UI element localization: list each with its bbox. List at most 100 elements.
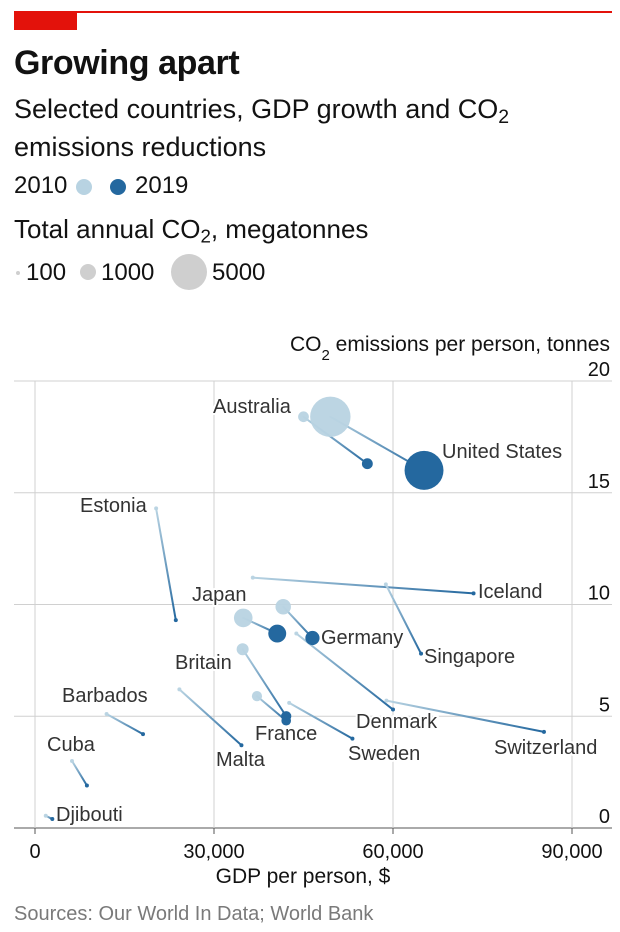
country-label-halo: Britain — [175, 652, 232, 674]
point-2019 — [281, 715, 292, 726]
scatter-chart: 0 5 10 15 20 0 30,000 60,000 90,000 CO2 emissions… — [14, 333, 612, 888]
size-dot-small — [16, 271, 20, 275]
country-label: France — [255, 723, 317, 745]
country-label-halo: Djibouti — [56, 804, 123, 826]
brand-tag — [14, 11, 77, 30]
country-label: Denmark — [356, 711, 438, 733]
size-dot-large — [171, 254, 207, 290]
point-2019 — [173, 618, 178, 623]
country-label: Switzerland — [494, 737, 597, 759]
country-label: Singapore — [424, 646, 515, 668]
x-tick-label: 30,000 — [183, 841, 244, 863]
size-title-suffix: , megatonnes — [210, 214, 369, 244]
y-tick-label: 10 — [588, 583, 610, 605]
point-2010 — [250, 575, 255, 580]
connector-line — [295, 632, 394, 711]
point-2010 — [384, 698, 389, 703]
country-label-halo: Iceland — [478, 581, 543, 603]
country-label-halo: Malta — [216, 749, 266, 771]
connector-line — [105, 713, 144, 736]
size-title-subscript: 2 — [200, 225, 211, 247]
connector-line — [384, 583, 423, 655]
source-note: Sources: Our World In Data; World Bank — [14, 903, 374, 925]
country-label-halo: Cuba — [47, 734, 96, 756]
connector-line — [70, 759, 88, 787]
point-2010 — [275, 598, 291, 615]
subtitle-subscript: 2 — [498, 105, 510, 128]
point-2010 — [177, 687, 182, 692]
size-legend: 100 1000 5000 — [14, 254, 314, 298]
country-label-halo: France — [255, 723, 317, 745]
top-rule — [14, 11, 612, 13]
connector-line — [385, 699, 545, 733]
country-label: Britain — [175, 652, 232, 674]
point-2010 — [104, 712, 109, 717]
country-label-halo: Switzerland — [494, 737, 597, 759]
point-2019 — [404, 450, 444, 490]
x-tick-label: 60,000 — [362, 841, 423, 863]
x-tick-label: 90,000 — [541, 841, 602, 863]
connector-line — [155, 507, 177, 622]
point-2010 — [69, 758, 74, 763]
chart-subtitle: Selected countries, GDP growth and CO2 em… — [14, 90, 594, 166]
size-legend-title: Total annual CO2, megatonnes — [14, 214, 369, 247]
country-label-halo: Sweden — [348, 743, 420, 765]
point-2019 — [50, 817, 55, 822]
point-2010 — [236, 643, 249, 656]
point-2010 — [287, 700, 292, 705]
point-2019 — [419, 651, 424, 656]
connector-line — [251, 576, 475, 595]
size-dot-medium — [80, 264, 96, 280]
point-2019 — [140, 732, 145, 737]
country-label-halo: Germany — [321, 627, 403, 649]
country-label: Japan — [192, 584, 247, 606]
country-label: Sweden — [348, 743, 420, 765]
country-label: Iceland — [478, 581, 543, 603]
size-label-small: 100 — [26, 259, 67, 286]
country-label-halo: Barbados — [62, 685, 148, 707]
connector-line — [288, 701, 354, 740]
x-axis-title: GDP per person, $ — [216, 865, 391, 888]
subtitle-prefix: Selected countries, GDP growth and CO — [14, 94, 499, 124]
country-label: Djibouti — [56, 804, 123, 826]
year-legend-swatch — [76, 179, 126, 195]
point-2019 — [305, 630, 320, 646]
country-label: Australia — [213, 396, 292, 418]
country-label-halo: Australia — [213, 396, 292, 418]
point-2019 — [268, 624, 287, 643]
point-2010 — [154, 506, 159, 511]
country-label-halo: Singapore — [424, 646, 515, 668]
year-legend-start-dot — [76, 179, 92, 195]
size-label-large: 5000 — [212, 259, 266, 286]
country-label: Estonia — [80, 495, 148, 517]
y-axis-title: CO2 emissions per person, tonnes — [290, 333, 610, 364]
year-legend-end-dot — [110, 179, 126, 195]
point-2019 — [350, 736, 355, 741]
country-label-halo: Estonia — [80, 495, 148, 517]
point-2010 — [294, 631, 299, 636]
country-label-halo: Denmark — [356, 711, 438, 733]
y-tick-label: 15 — [588, 471, 610, 493]
country-label-halo: Japan — [192, 584, 247, 606]
point-2010 — [310, 396, 351, 437]
country-label: United States — [442, 441, 562, 463]
country-label: Germany — [321, 627, 403, 649]
connector-line — [178, 688, 243, 747]
point-2010 — [298, 411, 309, 423]
country-label-halo: United States — [442, 441, 562, 463]
point-2019 — [239, 743, 244, 748]
size-title-prefix: Total annual CO — [14, 214, 201, 244]
point-2019 — [361, 458, 373, 470]
legend-year-end: 2019 — [135, 172, 189, 199]
country-label: Cuba — [47, 734, 96, 756]
y-tick-label: 0 — [599, 806, 610, 828]
country-label: Malta — [216, 749, 266, 771]
y-tick-label: 20 — [588, 359, 610, 381]
y-tick-label: 5 — [599, 694, 610, 716]
point-2010 — [383, 582, 388, 587]
legend-year-start: 2010 — [14, 172, 68, 199]
point-2019 — [391, 707, 395, 712]
point-2010 — [233, 608, 253, 628]
connector-line — [241, 648, 288, 718]
point-2010 — [43, 813, 48, 818]
